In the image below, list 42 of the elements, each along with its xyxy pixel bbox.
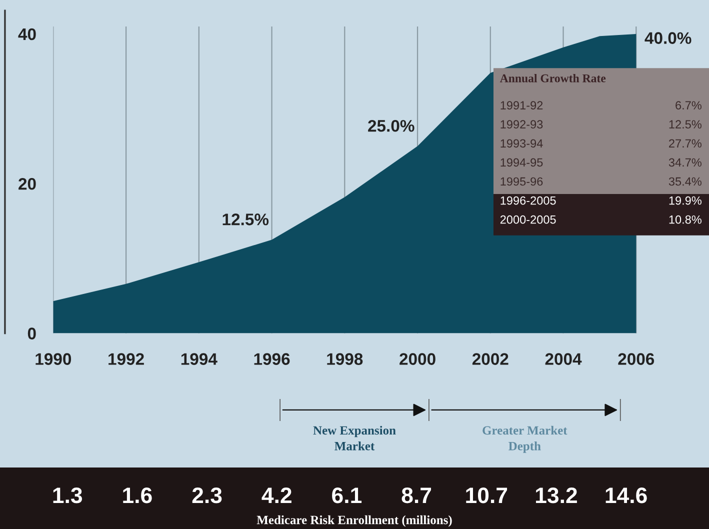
x-tick-label: 2000	[400, 353, 436, 365]
annotation: 1991-92	[500, 101, 543, 110]
text: 1.3	[53, 487, 82, 504]
y-tick-label: 20	[18, 178, 36, 190]
annotation: 25.0%	[368, 120, 414, 132]
annotation: Annual Growth Rate	[500, 74, 606, 82]
text: New Expansion Market	[313, 426, 396, 450]
annotation: 12.5%	[222, 214, 269, 226]
text: 4.2	[262, 487, 292, 504]
annotation: 40.0%	[644, 32, 692, 44]
x-tick-label: 2002	[472, 353, 508, 365]
annotation: 12.5%	[669, 120, 702, 129]
x-tick-label: 2004	[545, 353, 582, 365]
x-tick-label: 1998	[327, 353, 363, 365]
annotation: 1993-94	[500, 139, 543, 148]
y-tick-label: 40	[18, 28, 36, 40]
x-tick-label: 1990	[36, 353, 72, 365]
annotation: 6.7%	[676, 101, 702, 110]
text: 1.6	[123, 487, 152, 504]
text: 14.6	[606, 487, 647, 504]
text: 8.7	[402, 487, 432, 504]
annotation: 27.7%	[669, 139, 702, 148]
text: Greater Market Depth	[482, 426, 568, 453]
annotation: 35.4%	[668, 177, 702, 186]
annotation: 10.8%	[669, 215, 702, 224]
annotation: 34.7%	[668, 158, 702, 167]
x-tick-label: 2006	[618, 353, 654, 365]
x-tick-label: 1992	[108, 353, 144, 365]
annotation: 1995-96	[500, 177, 543, 186]
text: 2.3	[192, 487, 222, 504]
annotation: 1996-2005	[500, 196, 556, 205]
x-tick-label: 1996	[254, 353, 290, 365]
text: 13.2	[536, 487, 577, 504]
annotation: 1994-95	[500, 158, 543, 167]
x-tick-label: 1994	[181, 353, 218, 365]
text: 6.1	[332, 487, 362, 504]
text: Medicare Risk Enrollment (millions)	[256, 515, 452, 527]
annotation: 2000-2005	[500, 215, 556, 224]
annotation: 1992-93	[500, 120, 543, 129]
annotation: 19.9%	[669, 196, 702, 205]
text: 10.7	[466, 487, 508, 504]
y-tick-label: 0	[28, 328, 36, 340]
